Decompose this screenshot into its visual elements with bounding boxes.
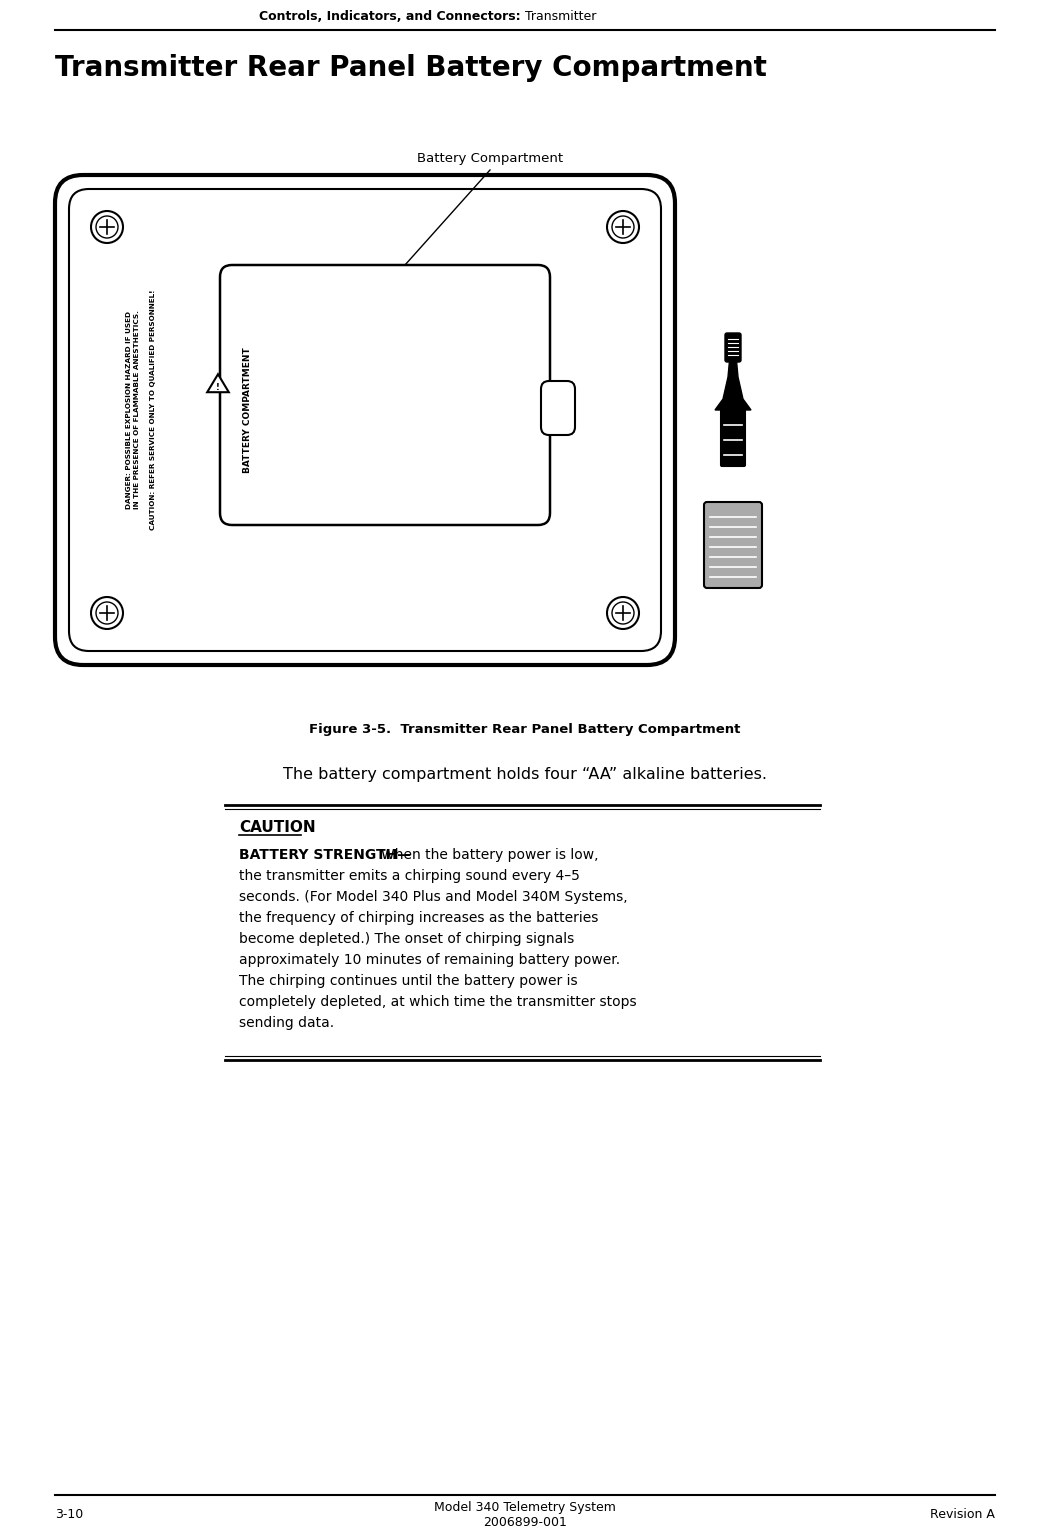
- Polygon shape: [715, 355, 751, 411]
- Text: The battery compartment holds four “AA” alkaline batteries.: The battery compartment holds four “AA” …: [284, 767, 766, 783]
- Text: !: !: [216, 383, 219, 392]
- Circle shape: [607, 211, 639, 243]
- Text: Model 340 Telemetry System: Model 340 Telemetry System: [434, 1501, 616, 1515]
- Polygon shape: [207, 374, 229, 392]
- Text: the transmitter emits a chirping sound every 4–5: the transmitter emits a chirping sound e…: [239, 869, 580, 883]
- Text: become depleted.) The onset of chirping signals: become depleted.) The onset of chirping …: [239, 932, 574, 946]
- Text: the frequency of chirping increases as the batteries: the frequency of chirping increases as t…: [239, 910, 598, 924]
- FancyBboxPatch shape: [541, 381, 575, 435]
- Text: Transmitter Rear Panel Battery Compartment: Transmitter Rear Panel Battery Compartme…: [55, 54, 766, 82]
- Text: DANGER: POSSIBLE EXPLOSION HAZARD IF USED
IN THE PRESENCE OF FLAMMABLE ANESTHETI: DANGER: POSSIBLE EXPLOSION HAZARD IF USE…: [126, 311, 141, 509]
- Text: 2006899-001: 2006899-001: [483, 1516, 567, 1529]
- Circle shape: [612, 601, 634, 624]
- Circle shape: [91, 597, 123, 629]
- Circle shape: [607, 597, 639, 629]
- FancyBboxPatch shape: [55, 175, 675, 664]
- Text: seconds. (For Model 340 Plus and Model 340M Systems,: seconds. (For Model 340 Plus and Model 3…: [239, 891, 628, 904]
- Text: Controls, Indicators, and Connectors:: Controls, Indicators, and Connectors:: [259, 9, 525, 23]
- FancyBboxPatch shape: [721, 404, 745, 466]
- Text: CAUTION: REFER SERVICE ONLY TO QUALIFIED PERSONNEL!: CAUTION: REFER SERVICE ONLY TO QUALIFIED…: [150, 289, 156, 531]
- Circle shape: [96, 601, 118, 624]
- FancyBboxPatch shape: [69, 189, 662, 651]
- Text: BATTERY STRENGTH—: BATTERY STRENGTH—: [239, 847, 412, 861]
- Text: Transmitter: Transmitter: [525, 9, 596, 23]
- FancyBboxPatch shape: [704, 501, 762, 588]
- Text: sending data.: sending data.: [239, 1017, 334, 1030]
- Text: When the battery power is low,: When the battery power is low,: [381, 847, 598, 861]
- Text: completely depleted, at which time the transmitter stops: completely depleted, at which time the t…: [239, 995, 636, 1009]
- Text: The chirping continues until the battery power is: The chirping continues until the battery…: [239, 974, 578, 987]
- Circle shape: [96, 215, 118, 238]
- Text: Battery Compartment: Battery Compartment: [417, 152, 563, 165]
- Circle shape: [612, 215, 634, 238]
- Text: CAUTION: CAUTION: [239, 820, 316, 835]
- Text: BATTERY COMPARTMENT: BATTERY COMPARTMENT: [244, 348, 252, 472]
- FancyBboxPatch shape: [220, 265, 550, 524]
- Text: Revision A: Revision A: [930, 1509, 995, 1521]
- Text: approximately 10 minutes of remaining battery power.: approximately 10 minutes of remaining ba…: [239, 954, 621, 967]
- FancyBboxPatch shape: [724, 334, 741, 361]
- Text: Figure 3-5.  Transmitter Rear Panel Battery Compartment: Figure 3-5. Transmitter Rear Panel Batte…: [310, 723, 740, 737]
- Text: 3-10: 3-10: [55, 1509, 83, 1521]
- Circle shape: [91, 211, 123, 243]
